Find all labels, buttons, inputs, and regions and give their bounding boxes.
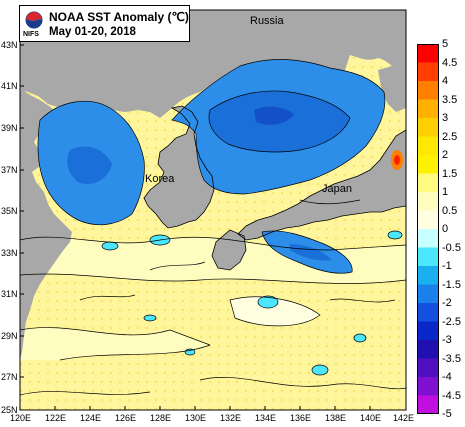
colorbar-tick-label: 0.5 bbox=[442, 204, 458, 217]
colorbar-tick-label: -2 bbox=[442, 297, 452, 309]
nifs-logo-icon bbox=[25, 11, 43, 29]
colorbar-tick-label: 3.5 bbox=[442, 93, 458, 106]
title-box: NIFS NOAA SST Anomaly (℃) May 01-20, 201… bbox=[19, 5, 190, 42]
colorbar-swatch bbox=[417, 210, 439, 230]
colorbar-tick-label: -1 bbox=[442, 260, 452, 272]
lon-label: 142E bbox=[393, 413, 415, 423]
colorbar-swatch bbox=[417, 266, 439, 285]
colorbar-tick-label: 1.5 bbox=[442, 167, 458, 180]
lat-label: 27N bbox=[1, 372, 18, 382]
colorbar-swatch bbox=[417, 99, 439, 119]
place-russia: Russia bbox=[250, 15, 284, 27]
lat-label: 41N bbox=[1, 81, 18, 91]
lat-label: 43N bbox=[1, 40, 18, 50]
colorbar-swatch bbox=[417, 173, 439, 193]
colorbar-tick-label: -1.5 bbox=[442, 278, 461, 291]
lat-label: 39N bbox=[1, 123, 18, 133]
colorbar-swatch bbox=[417, 192, 439, 211]
lat-label: 33N bbox=[1, 248, 18, 258]
colorbar-swatch bbox=[417, 44, 439, 63]
lat-label: 29N bbox=[1, 331, 18, 341]
lon-label: 126E bbox=[115, 413, 137, 423]
land-korea bbox=[144, 106, 214, 228]
colorbar-tick-label: -5 bbox=[442, 408, 452, 420]
colorbar-tick-label: -4.5 bbox=[442, 389, 461, 402]
lat-label: 35N bbox=[1, 206, 18, 216]
colorbar-swatch bbox=[417, 136, 439, 156]
map-frame bbox=[19, 9, 407, 411]
colorbar-swatch bbox=[417, 340, 439, 359]
land-hokkaido bbox=[378, 64, 406, 112]
lon-label: 136E bbox=[290, 413, 312, 423]
colorbar-tick-label: 1 bbox=[442, 186, 449, 198]
colorbar-tick-label: -0.5 bbox=[442, 241, 461, 254]
map-title: NOAA SST Anomaly (℃) bbox=[49, 10, 189, 24]
colorbar-swatch bbox=[417, 155, 439, 174]
colorbar-tick-label: -4 bbox=[442, 371, 452, 383]
lon-label: 132E bbox=[220, 413, 242, 423]
land-china bbox=[20, 88, 72, 360]
colorbar bbox=[417, 44, 439, 414]
lon-label: 120E bbox=[10, 413, 32, 423]
lon-label: 140E bbox=[360, 413, 382, 423]
colorbar-swatch bbox=[417, 303, 439, 322]
colorbar-swatch bbox=[417, 229, 439, 248]
lon-label: 124E bbox=[80, 413, 102, 423]
lon-label: 138E bbox=[325, 413, 347, 423]
colorbar-swatch bbox=[417, 377, 439, 396]
colorbar-tick-label: 2.5 bbox=[442, 130, 458, 143]
lon-label: 128E bbox=[150, 413, 172, 423]
colorbar-tick-label: -3.5 bbox=[442, 352, 461, 365]
colorbar-swatch bbox=[417, 284, 439, 304]
colorbar-tick-label: -3 bbox=[442, 334, 452, 346]
map-subtitle: May 01-20, 2018 bbox=[49, 26, 136, 38]
lon-label: 122E bbox=[45, 413, 67, 423]
colorbar-tick-label: -2.5 bbox=[442, 315, 461, 328]
land-kyushu bbox=[212, 230, 246, 270]
colorbar-swatch bbox=[417, 81, 439, 100]
colorbar-tick-label: 3 bbox=[442, 112, 449, 124]
colorbar-swatch bbox=[417, 62, 439, 82]
place-japan: Japan bbox=[322, 183, 352, 195]
colorbar-tick-label: 4 bbox=[442, 75, 449, 87]
colorbar-tick-label: 5 bbox=[442, 38, 449, 50]
colorbar-tick-label: 4.5 bbox=[442, 56, 458, 69]
place-korea: Korea bbox=[145, 173, 175, 185]
lat-label: 37N bbox=[1, 165, 18, 175]
colorbar-tick-label: 2 bbox=[442, 149, 449, 161]
logo-text: NIFS bbox=[23, 31, 39, 38]
colorbar-tick-label: 0 bbox=[442, 223, 449, 235]
colorbar-swatch bbox=[417, 395, 439, 414]
lat-label: 25N bbox=[1, 405, 18, 415]
colorbar-swatch bbox=[417, 321, 439, 341]
lon-label: 130E bbox=[185, 413, 207, 423]
lat-label: 31N bbox=[1, 289, 18, 299]
colorbar-swatch bbox=[417, 118, 439, 137]
lon-label: 134E bbox=[255, 413, 277, 423]
colorbar-swatch bbox=[417, 358, 439, 378]
colorbar-swatch bbox=[417, 247, 439, 267]
